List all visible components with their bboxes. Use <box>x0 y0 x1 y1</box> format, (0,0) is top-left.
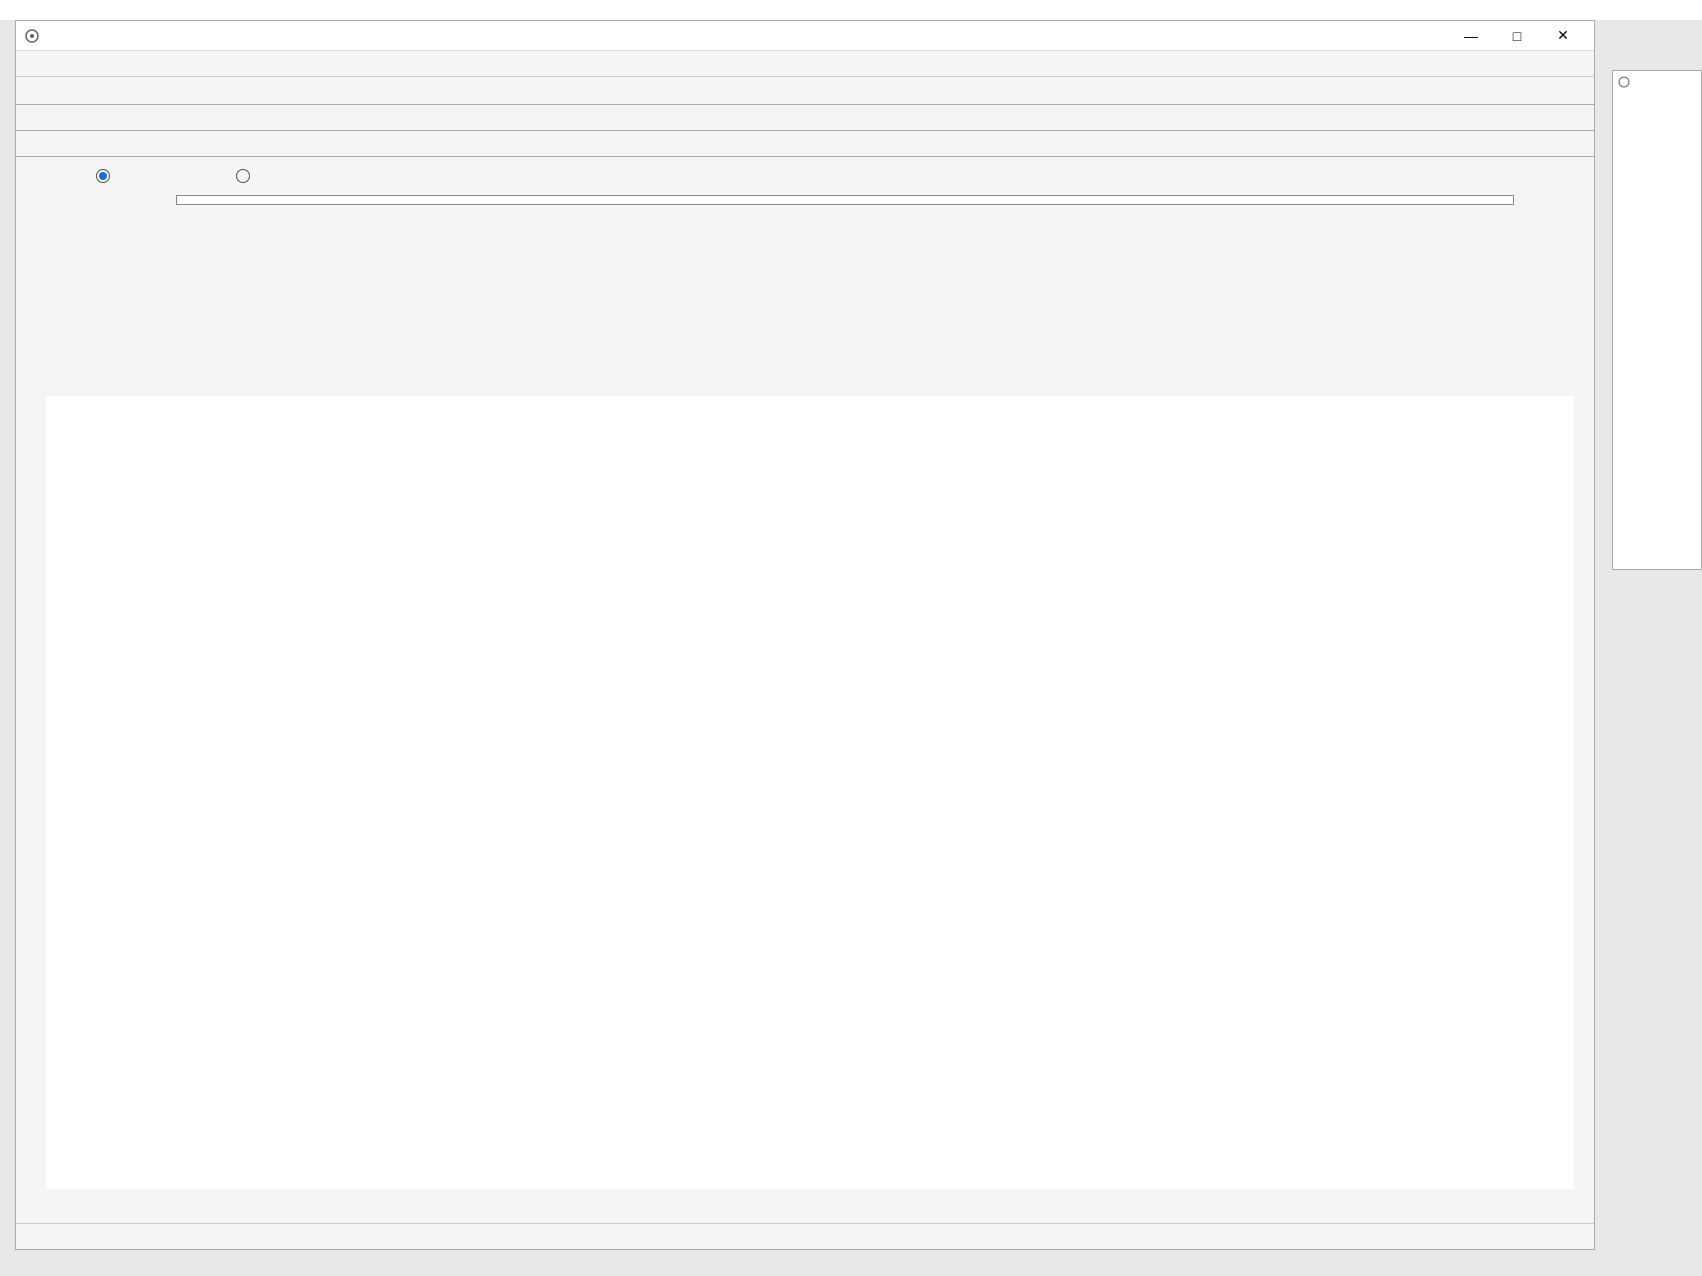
chart-svg <box>46 396 1574 1189</box>
close-button[interactable]: ✕ <box>1540 22 1586 50</box>
radio-torque-speed[interactable] <box>96 169 116 183</box>
maximize-button[interactable]: □ <box>1494 22 1540 50</box>
gear-icon <box>1617 75 1631 89</box>
plot-controls <box>16 157 1594 185</box>
tabs-level2 <box>16 105 1594 131</box>
tabs-level3 <box>16 131 1594 157</box>
desktop-background <box>0 0 1702 20</box>
statusbar <box>16 1223 1594 1249</box>
titlebar: — □ ✕ <box>16 21 1594 51</box>
chart-area <box>46 396 1574 1189</box>
minimize-button[interactable]: — <box>1448 22 1494 50</box>
radio-torque-phase[interactable] <box>236 169 256 183</box>
side-window <box>1612 70 1702 570</box>
legend <box>176 195 1514 205</box>
menubar <box>16 51 1594 77</box>
app-icon <box>24 28 40 44</box>
main-window: — □ ✕ <box>15 20 1595 1250</box>
radio-dot-icon <box>236 169 250 183</box>
toolbar-main <box>16 77 1594 105</box>
radio-dot-icon <box>96 169 110 183</box>
